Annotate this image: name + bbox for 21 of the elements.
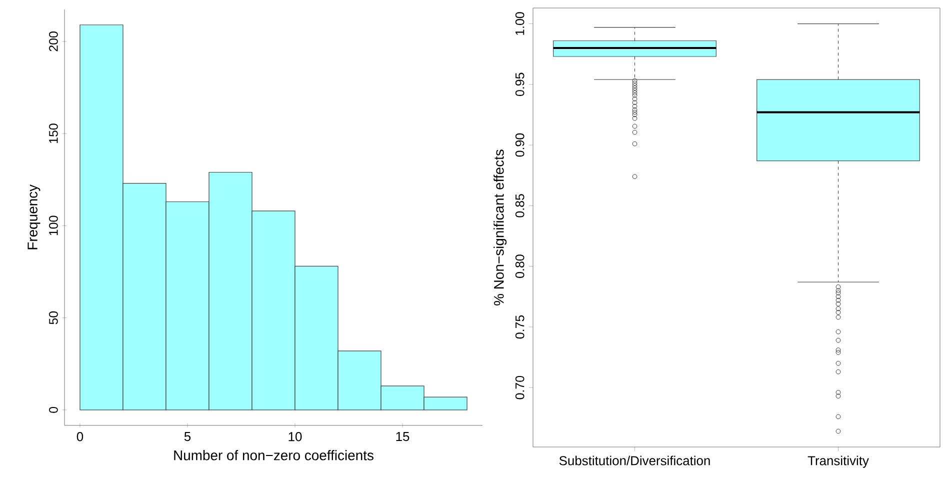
y-axis-title: Frequency — [28, 184, 40, 250]
x-tick-label: 15 — [396, 432, 410, 442]
y-tick-label: 1.00 — [515, 12, 524, 35]
y-tick-label: 0.70 — [515, 376, 524, 400]
x-tick-label: 10 — [288, 432, 302, 442]
y-tick-label: 150 — [49, 124, 58, 144]
x-tick-label: Substitution/Diversification — [559, 456, 710, 466]
y-tick-label: 0 — [49, 406, 58, 413]
x-axis-title: Number of non−zero coefficients — [174, 450, 374, 460]
x-tick-label: 5 — [184, 432, 191, 442]
y-tick-label: 0.95 — [515, 72, 524, 96]
x-tick-label: 0 — [76, 432, 84, 442]
y-axis-title: % Non−significant effects — [494, 150, 507, 306]
y-tick-label: 100 — [49, 216, 58, 236]
y-tick-label: 0.90 — [515, 133, 524, 157]
y-tick-label: 0.85 — [515, 194, 524, 218]
x-tick-label: Transitivity — [808, 456, 869, 468]
y-tick-label: 0.75 — [515, 315, 524, 339]
y-tick-label: 0.80 — [515, 254, 524, 278]
y-tick-label: 200 — [49, 32, 58, 52]
y-tick-label: 50 — [49, 311, 58, 324]
